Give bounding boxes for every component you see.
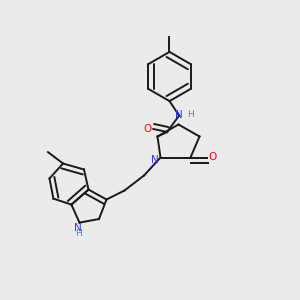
Text: N: N bbox=[151, 155, 159, 165]
Text: H: H bbox=[75, 230, 81, 238]
Text: O: O bbox=[208, 152, 217, 163]
Text: H: H bbox=[187, 110, 194, 119]
Text: N: N bbox=[74, 223, 82, 233]
Text: O: O bbox=[144, 124, 152, 134]
Text: N: N bbox=[175, 110, 183, 121]
